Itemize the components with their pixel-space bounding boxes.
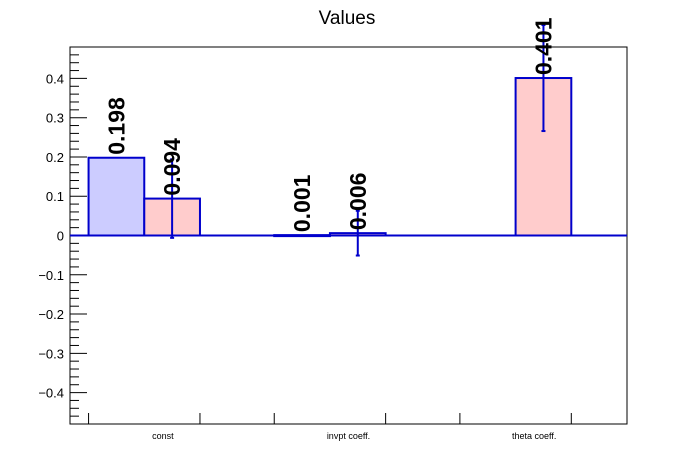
- y-tick-label: −0.4: [38, 386, 64, 401]
- value-label: 0.198: [103, 97, 129, 155]
- x-axis: const invpt coeff. theta coeff.: [88, 413, 572, 441]
- y-tick-label: 0.2: [46, 150, 64, 165]
- value-label: 0.006: [345, 173, 371, 231]
- bar: [87, 156, 146, 237]
- y-tick-label: −0.2: [38, 307, 64, 322]
- value-label: 0.001: [289, 174, 315, 232]
- y-tick-label: 0.4: [46, 71, 64, 86]
- y-tick-label: 0: [57, 229, 64, 244]
- value-labels: 0.198 0.001 0.094 0.006 0.401: [103, 17, 556, 232]
- value-label: 0.094: [159, 138, 185, 196]
- chart-title: Values: [319, 8, 376, 29]
- x-category-label: invpt coeff.: [327, 431, 370, 441]
- y-axis: −0.4 −0.3 −0.2 −0.1 0 0.1 0.2 0.3 0.4: [38, 46, 87, 425]
- value-label: 0.401: [530, 17, 556, 75]
- y-tick-label: −0.3: [38, 346, 64, 361]
- y-tick-label: 0.1: [46, 189, 64, 204]
- error-bars: [170, 24, 546, 257]
- x-category-label: const: [152, 431, 174, 441]
- y-tick-label: 0.3: [46, 111, 64, 126]
- y-tick-label: −0.1: [38, 268, 64, 283]
- x-category-label: theta coeff.: [512, 431, 556, 441]
